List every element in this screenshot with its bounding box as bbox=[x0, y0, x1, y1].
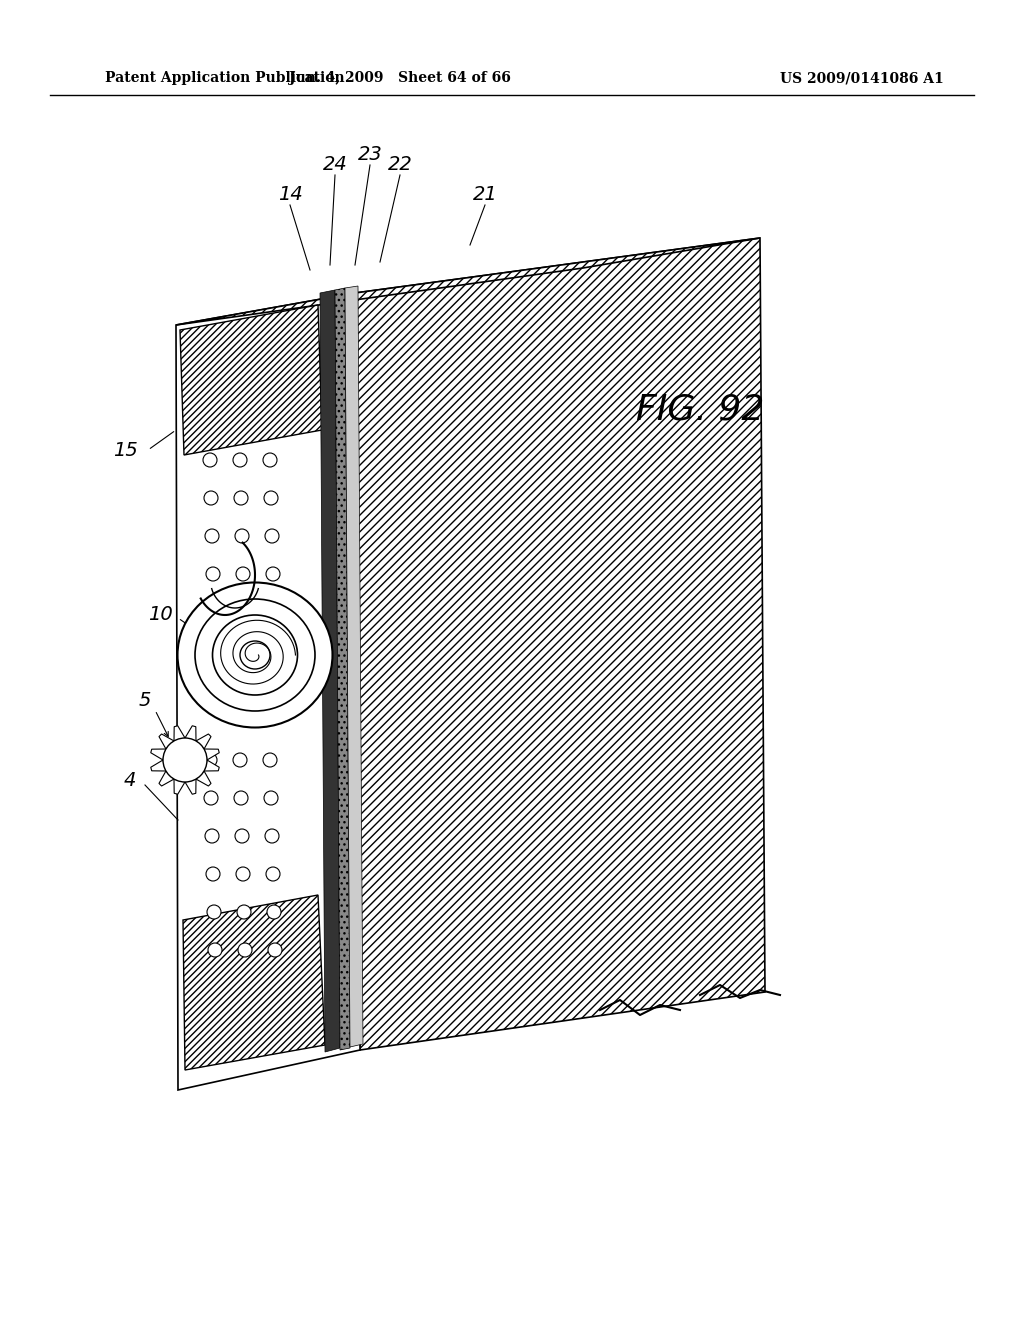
Circle shape bbox=[208, 643, 222, 657]
Circle shape bbox=[238, 643, 252, 657]
Circle shape bbox=[264, 791, 278, 805]
Polygon shape bbox=[159, 734, 174, 748]
Circle shape bbox=[263, 752, 278, 767]
Circle shape bbox=[238, 942, 252, 957]
Circle shape bbox=[203, 453, 217, 467]
Text: 24: 24 bbox=[323, 156, 347, 174]
Polygon shape bbox=[174, 779, 185, 795]
Polygon shape bbox=[159, 771, 174, 785]
Ellipse shape bbox=[213, 615, 298, 696]
Circle shape bbox=[207, 906, 221, 919]
Ellipse shape bbox=[240, 642, 270, 669]
Circle shape bbox=[266, 568, 280, 581]
Circle shape bbox=[265, 529, 279, 543]
Text: 14: 14 bbox=[278, 186, 302, 205]
Ellipse shape bbox=[177, 582, 333, 727]
Text: FIG. 92: FIG. 92 bbox=[636, 393, 764, 426]
Text: 4: 4 bbox=[124, 771, 136, 789]
Circle shape bbox=[208, 942, 222, 957]
Circle shape bbox=[267, 906, 281, 919]
Circle shape bbox=[205, 829, 219, 843]
Circle shape bbox=[206, 867, 220, 880]
Text: 10: 10 bbox=[147, 606, 172, 624]
Polygon shape bbox=[355, 238, 765, 1049]
Circle shape bbox=[204, 791, 218, 805]
Circle shape bbox=[234, 829, 249, 843]
Text: 5: 5 bbox=[139, 690, 152, 710]
Ellipse shape bbox=[195, 599, 315, 711]
Polygon shape bbox=[151, 748, 166, 760]
Text: 22: 22 bbox=[388, 156, 413, 174]
Polygon shape bbox=[176, 238, 760, 325]
Polygon shape bbox=[180, 305, 322, 455]
Circle shape bbox=[163, 738, 207, 781]
Circle shape bbox=[237, 906, 251, 919]
Polygon shape bbox=[183, 895, 325, 1071]
Circle shape bbox=[266, 867, 280, 880]
Circle shape bbox=[265, 829, 279, 843]
Circle shape bbox=[205, 529, 219, 543]
Circle shape bbox=[233, 752, 247, 767]
Circle shape bbox=[237, 605, 251, 619]
Text: US 2009/0141086 A1: US 2009/0141086 A1 bbox=[780, 71, 944, 84]
Polygon shape bbox=[151, 760, 166, 771]
Circle shape bbox=[206, 568, 220, 581]
Polygon shape bbox=[319, 290, 340, 1052]
Text: 23: 23 bbox=[357, 145, 382, 165]
Circle shape bbox=[263, 453, 278, 467]
Circle shape bbox=[204, 491, 218, 506]
Text: Patent Application Publication: Patent Application Publication bbox=[105, 71, 345, 84]
Polygon shape bbox=[204, 748, 219, 760]
Circle shape bbox=[234, 491, 248, 506]
Circle shape bbox=[234, 791, 248, 805]
Polygon shape bbox=[185, 779, 196, 795]
Polygon shape bbox=[174, 726, 185, 741]
Circle shape bbox=[234, 529, 249, 543]
Circle shape bbox=[236, 867, 250, 880]
Polygon shape bbox=[204, 760, 219, 771]
Polygon shape bbox=[196, 734, 211, 748]
Polygon shape bbox=[345, 286, 362, 1047]
Text: Jun. 4, 2009   Sheet 64 of 66: Jun. 4, 2009 Sheet 64 of 66 bbox=[289, 71, 511, 84]
Circle shape bbox=[267, 605, 281, 619]
Circle shape bbox=[264, 491, 278, 506]
Circle shape bbox=[207, 605, 221, 619]
Circle shape bbox=[268, 643, 282, 657]
Text: 15: 15 bbox=[113, 441, 137, 459]
Polygon shape bbox=[196, 771, 211, 785]
Circle shape bbox=[268, 942, 282, 957]
Circle shape bbox=[233, 453, 247, 467]
Text: 21: 21 bbox=[473, 186, 498, 205]
Circle shape bbox=[236, 568, 250, 581]
Circle shape bbox=[203, 752, 217, 767]
Polygon shape bbox=[176, 293, 360, 1090]
Polygon shape bbox=[335, 288, 350, 1049]
Polygon shape bbox=[185, 726, 196, 741]
